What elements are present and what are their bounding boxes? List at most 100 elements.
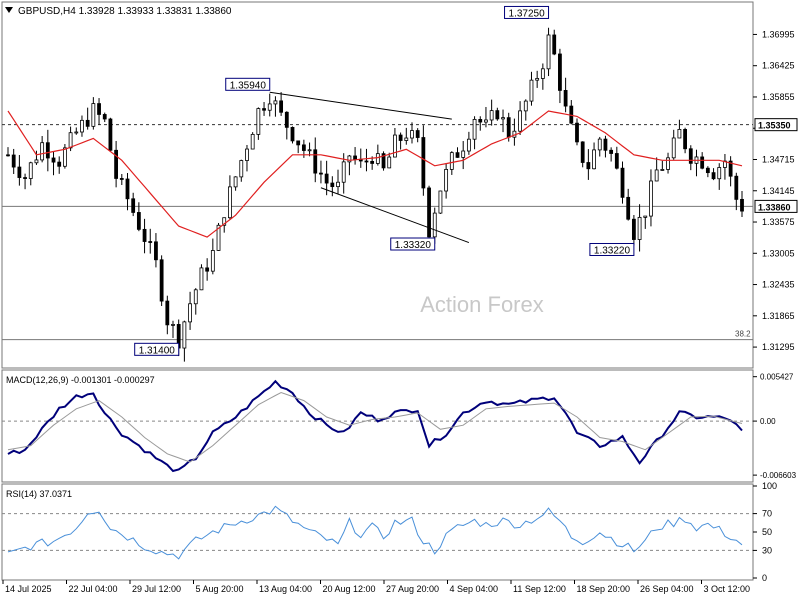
candle-body xyxy=(387,156,392,169)
price-extreme-label: 1.33320 xyxy=(395,240,432,251)
time-axis-label: 4 Sep 04:00 xyxy=(450,584,499,594)
candle-body xyxy=(245,148,249,161)
macd-tick-label: 0.005427 xyxy=(760,373,794,382)
candle-body xyxy=(620,167,625,198)
candle-body xyxy=(546,34,551,70)
candle-body xyxy=(102,114,107,120)
time-axis-label: 13 Aug 04:00 xyxy=(259,584,312,594)
price-tick-label: 1.36425 xyxy=(762,61,795,71)
candle-body xyxy=(290,126,295,142)
candle-body xyxy=(80,119,84,133)
time-axis-label: 18 Sep 20:00 xyxy=(577,584,631,594)
candle-body xyxy=(74,131,79,134)
candle-body xyxy=(603,138,608,151)
price-tick-label: 1.31865 xyxy=(762,311,795,321)
candle-body xyxy=(370,160,375,164)
rsi-tick-label: 70 xyxy=(762,509,772,519)
candle-body xyxy=(466,138,471,152)
time-axis-label: 5 Aug 20:00 xyxy=(196,584,244,594)
candle-body xyxy=(597,138,602,151)
candle-body xyxy=(165,300,170,326)
rsi-tick-label: 100 xyxy=(762,481,777,491)
triangle-down-icon[interactable] xyxy=(5,7,13,13)
price-tick-label: 1.31295 xyxy=(762,342,795,352)
candle-body xyxy=(108,118,113,151)
candle-body xyxy=(472,119,477,140)
signal-line xyxy=(7,391,743,463)
candle-body xyxy=(484,119,488,123)
level-price-box xyxy=(754,199,798,213)
candle-body xyxy=(518,110,522,132)
candle-body xyxy=(34,159,39,164)
candle-body xyxy=(654,169,659,182)
candle-body xyxy=(51,157,56,163)
candle-body xyxy=(455,152,460,158)
candle-body xyxy=(154,241,158,261)
price-tick-label: 1.34715 xyxy=(762,154,795,164)
level-price-box xyxy=(754,118,798,132)
candle-body xyxy=(671,137,676,159)
candle-body xyxy=(540,68,545,79)
level-price-label: 1.33860 xyxy=(758,202,791,212)
candle-body xyxy=(330,182,335,188)
fib-level-label: 38.2 xyxy=(735,330,751,339)
time-axis-label: 26 Sep 04:00 xyxy=(640,584,694,594)
candle-body xyxy=(228,186,232,219)
rsi-tick-label: 50 xyxy=(762,527,772,537)
candle-body xyxy=(666,157,670,170)
rsi-tick-label: 0 xyxy=(762,573,767,583)
candle-body xyxy=(296,140,301,146)
candle-body xyxy=(393,134,397,158)
candle-body xyxy=(68,132,73,149)
price-tick-label: 1.33005 xyxy=(762,248,795,258)
candle-body xyxy=(728,160,733,177)
macd-title: MACD(12,26,9) -0.001301 -0.000297 xyxy=(6,375,155,385)
candle-body xyxy=(216,224,221,251)
candle-body xyxy=(239,160,244,178)
candle-body xyxy=(341,161,346,183)
candle-body xyxy=(136,212,141,230)
price-extreme-box xyxy=(589,242,635,256)
candle-body xyxy=(575,122,579,143)
candle-body xyxy=(119,178,124,180)
candle-body xyxy=(347,155,352,163)
candle-body xyxy=(592,149,596,170)
price-extreme-label: 1.31400 xyxy=(139,345,176,356)
candle-body xyxy=(182,321,187,349)
candle-body xyxy=(324,173,329,184)
candle-body xyxy=(421,137,426,189)
candle-body xyxy=(23,177,27,179)
candle-body xyxy=(563,90,568,107)
price-extreme-box xyxy=(390,237,436,251)
candle-body xyxy=(256,108,261,135)
candle-body xyxy=(700,156,705,169)
rsi-title: RSI(14) 37.0371 xyxy=(6,489,72,499)
candle-body xyxy=(125,178,130,200)
price-pane xyxy=(1,1,754,369)
time-axis-label: 22 Jul 04:00 xyxy=(69,584,118,594)
candle-body xyxy=(319,172,323,175)
candle-body xyxy=(495,110,500,120)
candle-body xyxy=(529,79,534,102)
moving-average-line xyxy=(7,110,743,238)
candle-body xyxy=(734,175,739,200)
chart-title: GBPUSD,H4 1.33928 1.33933 1.33831 1.3386… xyxy=(18,6,232,17)
candle-body xyxy=(45,142,50,159)
candle-body xyxy=(233,176,238,188)
candle-body xyxy=(711,172,716,180)
price-tick-label: 1.34145 xyxy=(762,186,795,196)
candle-body xyxy=(552,34,557,55)
macd-pane xyxy=(1,369,754,483)
candle-body xyxy=(62,147,67,167)
candle-body xyxy=(262,108,266,111)
rsi-pane xyxy=(1,483,754,581)
candle-body xyxy=(353,155,357,160)
candle-body xyxy=(740,198,744,212)
candle-body xyxy=(11,154,16,168)
price-extreme-label: 1.33220 xyxy=(594,245,631,256)
candle-body xyxy=(6,154,10,157)
candle-body xyxy=(427,187,431,238)
candle-body xyxy=(205,267,210,272)
macd-tick-label: 0.00 xyxy=(760,417,776,426)
